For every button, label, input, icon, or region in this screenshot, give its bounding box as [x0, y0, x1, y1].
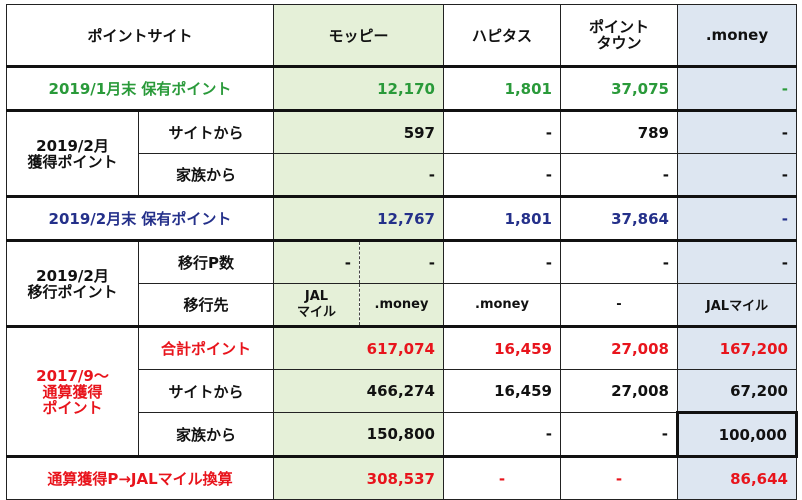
feb-transfer-dest-money: JALマイル: [677, 283, 797, 327]
cumulative-total-pointtown: 27,008: [560, 325, 678, 370]
feb-transfer-label: 2019/2月 移行ポイント: [6, 239, 139, 327]
feb-transfer-dest-moppy-a: JAL マイル: [273, 283, 360, 327]
header-row: ポイントサイト モッピー ハピタス ポイント タウン .money: [6, 4, 797, 67]
cumulative-label-l3: ポイント: [42, 398, 103, 417]
feb-held-pointtown: 37,864: [560, 195, 678, 241]
feb-transfer-dest-hapitas: .money: [443, 283, 561, 327]
jan-moppy: 12,170: [273, 65, 444, 111]
dest-jal-l2: マイル: [296, 304, 336, 320]
row-jan-held: 2019/1月末 保有ポイント 12,170 1,801 37,075 -: [6, 65, 797, 111]
feb-earned-family-money: -: [677, 153, 797, 197]
cumulative-site-pointtown: 27,008: [560, 369, 678, 413]
feb-earned-site-money: -: [677, 109, 797, 154]
dest-jal-l1: JAL: [304, 288, 329, 304]
feb-earned-family-label: 家族から: [138, 153, 274, 197]
jan-pointtown: 37,075: [560, 65, 678, 111]
jan-money: -: [677, 65, 797, 111]
cumulative-label: 2017/9～ 通算獲得 ポイント: [6, 325, 139, 457]
feb-transfer-count-money: -: [677, 239, 797, 284]
feb-earned-label-l1: 2019/2月: [36, 136, 109, 155]
cumulative-site-money: 67,200: [677, 369, 797, 414]
header-pointtown: ポイント タウン: [560, 4, 678, 67]
points-table: ポイントサイト モッピー ハピタス ポイント タウン .money 2019/1月…: [6, 4, 798, 500]
conversion-hapitas: -: [443, 455, 561, 500]
header-pointtown-l1: ポイント: [588, 18, 649, 36]
cumulative-family-label: 家族から: [138, 412, 274, 457]
row-feb-earned-site: 2019/2月 獲得ポイント サイトから 597 - 789 -: [6, 109, 797, 197]
row-feb-transfer-count: 2019/2月 移行ポイント 移行P数 - - - - -: [6, 239, 797, 327]
cumulative-total-label: 合計ポイント: [138, 325, 274, 370]
feb-transfer-count-hapitas: -: [443, 239, 561, 284]
jan-held-label: 2019/1月末 保有ポイント: [6, 65, 274, 111]
cumulative-family-moppy: 150,800: [273, 412, 444, 457]
feb-transfer-dest-pointtown: -: [560, 283, 678, 327]
cumulative-label-l2: 通算獲得: [42, 382, 103, 401]
row-conversion: 通算獲得P→JALマイル換算 308,537 - - 86,644: [6, 455, 797, 500]
conversion-moppy: 308,537: [273, 455, 444, 500]
feb-earned-site-hapitas: -: [443, 109, 561, 154]
feb-transfer-count-pointtown: -: [560, 239, 678, 284]
row-feb-earned-family: 家族から - - - -: [7, 153, 797, 197]
feb-transfer-count-moppy-a: -: [273, 239, 360, 284]
header-pointtown-l2: タウン: [596, 34, 642, 52]
conversion-pointtown: -: [560, 455, 678, 500]
feb-earned-label-l2: 獲得ポイント: [27, 152, 118, 171]
conversion-label: 通算獲得P→JALマイル換算: [6, 455, 274, 500]
header-money: .money: [677, 4, 797, 67]
header-moppy: モッピー: [273, 4, 444, 67]
feb-held-hapitas: 1,801: [443, 195, 561, 241]
feb-transfer-label-l2: 移行ポイント: [27, 282, 118, 301]
cumulative-family-money: 100,000: [676, 412, 798, 457]
feb-earned-family-hapitas: -: [443, 153, 561, 197]
header-site-label: ポイントサイト: [6, 4, 274, 67]
cumulative-total-moppy: 617,074: [273, 325, 444, 370]
header-hapitas: ハピタス: [443, 4, 561, 67]
conversion-money: 86,644: [677, 455, 797, 500]
feb-transfer-count-moppy-b: -: [359, 239, 444, 284]
jan-hapitas: 1,801: [443, 65, 561, 111]
row-cumulative-site: サイトから 466,274 16,459 27,008 67,200: [7, 369, 797, 414]
feb-held-moppy: 12,767: [273, 195, 444, 241]
cumulative-site-label: サイトから: [138, 369, 274, 413]
row-feb-held: 2019/2月末 保有ポイント 12,767 1,801 37,864 -: [6, 195, 797, 241]
feb-transfer-label-l1: 2019/2月: [36, 266, 109, 285]
row-cumulative-total: 2017/9～ 通算獲得 ポイント 合計ポイント 617,074 16,459 27…: [6, 325, 797, 457]
cumulative-family-hapitas: -: [443, 412, 561, 457]
feb-earned-site-label: サイトから: [138, 109, 274, 154]
feb-earned-site-moppy: 597: [273, 109, 444, 154]
cumulative-site-moppy: 466,274: [273, 369, 444, 413]
cumulative-site-hapitas: 16,459: [443, 369, 561, 413]
feb-earned-label: 2019/2月 獲得ポイント: [6, 109, 139, 197]
feb-transfer-count-label: 移行P数: [138, 239, 274, 284]
cumulative-family-pointtown: -: [560, 412, 678, 457]
feb-transfer-dest-label: 移行先: [138, 283, 274, 327]
feb-held-label: 2019/2月末 保有ポイント: [6, 195, 274, 241]
feb-earned-site-pointtown: 789: [560, 109, 678, 154]
feb-earned-family-moppy: -: [273, 153, 444, 197]
cumulative-total-hapitas: 16,459: [443, 325, 561, 370]
feb-earned-family-pointtown: -: [560, 153, 678, 197]
feb-transfer-dest-moppy-b: .money: [359, 283, 444, 327]
row-feb-transfer-dest: 移行先 JAL マイル .money .money - JALマイル: [7, 283, 797, 327]
cumulative-label-l1: 2017/9～: [36, 366, 109, 385]
cumulative-total-money: 167,200: [677, 325, 797, 370]
feb-held-money: -: [677, 195, 797, 241]
